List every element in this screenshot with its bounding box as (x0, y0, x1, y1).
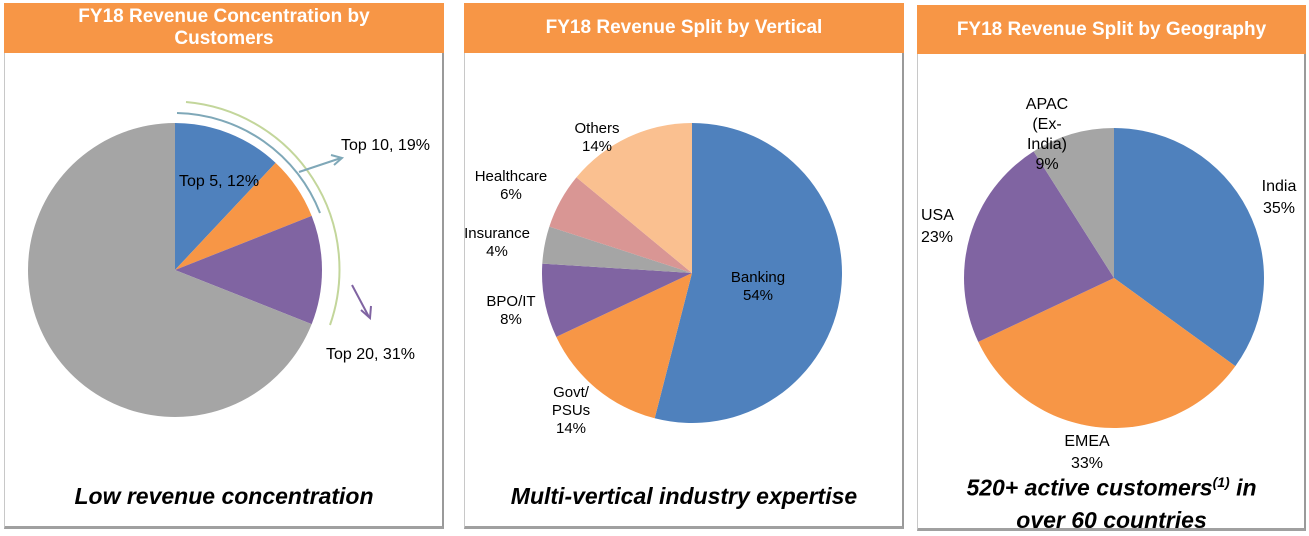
label-emea: EMEA 33% (1064, 433, 1110, 472)
label-top20: Top 20, 31% (326, 346, 415, 363)
arc-top10 (176, 112, 321, 214)
pie-slice-top-11-20 (175, 215, 323, 325)
pie-slice-insurance (542, 226, 692, 273)
pie-slice-top-5 (175, 123, 276, 270)
pie-slice-govt-psus (556, 273, 692, 419)
pie-slice-others (27, 123, 312, 417)
pie-slice-emea (978, 278, 1236, 428)
tagline: Multi-vertical industry expertise (510, 483, 858, 509)
panel-header: FY18 Revenue Split by Geography (917, 5, 1306, 54)
arrow-top20-head (360, 305, 372, 321)
label-apac: APAC (Ex-India) 9% (1026, 96, 1068, 173)
arrow-top10-head (330, 154, 345, 166)
chart-title: FY18 Revenue Concentration by Customers (78, 6, 370, 49)
label-usa: USA 23% (921, 207, 954, 246)
chart-title: FY18 Revenue Split by Geography (956, 18, 1267, 40)
label-govt: Govt/PSUs 14% (552, 384, 590, 437)
label-top5: Top 5, 12% (179, 173, 259, 190)
tagline-line2: over 60 countries (1016, 506, 1207, 533)
arc-top20 (185, 101, 341, 326)
tagline-main: 520+ active customers (966, 474, 1213, 501)
pie-slice-india (1114, 128, 1264, 367)
label-insurance: Insurance 4% (464, 225, 530, 260)
label-others: Others 14% (574, 120, 619, 155)
label-top10: Top 10, 19% (341, 137, 430, 154)
footnote-marker: (1) (1212, 474, 1230, 490)
pie-slice-usa (963, 151, 1114, 342)
tagline-end: in (1229, 474, 1257, 501)
pie-chart-customers (27, 123, 323, 417)
pie-slice-top-6-10 (175, 162, 312, 270)
pie-chart-geography (963, 128, 1264, 428)
label-banking: Banking 54% (731, 269, 785, 304)
pie-chart-vertical (542, 123, 842, 423)
concentration-annotations: Top 5, 12% Top 10, 19% Top 20, 31% (176, 101, 430, 363)
pie-slice-bpo-it (542, 263, 692, 337)
panel-header: FY18 Revenue Concentration by Customers (4, 3, 444, 53)
pie-slice-healthcare (549, 177, 692, 273)
chart-title: FY18 Revenue Split by Vertical (545, 17, 823, 39)
tagline: Low revenue concentration (74, 483, 374, 509)
arrow-top20-line (351, 284, 370, 318)
geography-labels: India 35% EMEA 33% USA 23% APAC (Ex-India) 9% (921, 96, 1296, 472)
label-india: India 35% (1262, 178, 1297, 217)
label-healthcare: Healthcare 6% (475, 168, 548, 203)
pie-slice-apac-ex-india (1033, 128, 1114, 278)
pie-slice-banking (654, 123, 842, 423)
tagline: 520+ active customers(1) in over 60 coun… (917, 466, 1306, 536)
arrow-top10-line (298, 157, 342, 173)
vertical-labels: Banking 54% Govt/PSUs 14% BPO/IT 8% Insuran… (464, 120, 785, 437)
pie-slice-others (576, 123, 692, 273)
label-bpo: BPO/IT 8% (486, 293, 535, 328)
panel-header: FY18 Revenue Split by Vertical (464, 3, 904, 53)
